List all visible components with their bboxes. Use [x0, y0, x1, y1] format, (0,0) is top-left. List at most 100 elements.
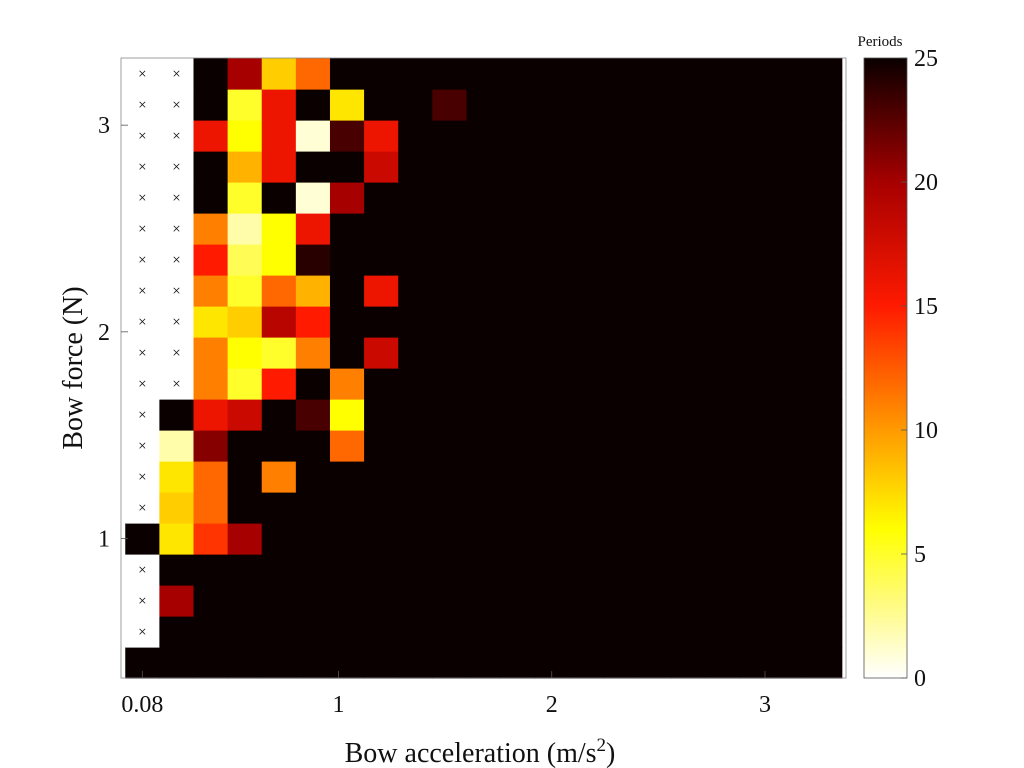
heatmap-cell: [500, 368, 536, 400]
no-data-marker: ×: [172, 222, 180, 238]
heatmap-cell: [637, 58, 672, 90]
heatmap-cell: [773, 244, 809, 276]
no-data-marker: ×: [172, 67, 180, 83]
heatmap-cell: [739, 368, 775, 400]
heatmap-cell: [329, 151, 365, 183]
heatmap-cell-empty: [125, 399, 160, 431]
heatmap-cell: [739, 213, 775, 245]
heatmap-cell: [364, 89, 399, 121]
heatmap-cell: [432, 213, 468, 245]
heatmap-cell: [637, 461, 672, 493]
heatmap-cell: [193, 337, 229, 369]
heatmap-cell: [739, 120, 775, 152]
heatmap-cell: [637, 492, 672, 524]
heatmap-cell: [807, 89, 843, 121]
heatmap-cell: [329, 554, 365, 586]
heatmap-cell: [261, 244, 297, 276]
heatmap-cell: [466, 306, 502, 338]
heatmap-cell: [637, 647, 672, 679]
heatmap-cell: [398, 337, 433, 369]
heatmap-cell: [602, 430, 638, 462]
heatmap-cell: [671, 275, 706, 307]
heatmap-cell: [602, 616, 638, 648]
heatmap-cell: [398, 89, 433, 121]
heatmap-cell: [295, 58, 331, 90]
heatmap-cell: [261, 89, 297, 121]
x-tick-label: 2: [546, 692, 558, 718]
heatmap-cell: [671, 461, 706, 493]
heatmap-cell: [295, 151, 331, 183]
plot-area: × × × × × × × × × × × × × × × × × × × × × × × × × × × × ×: [120, 57, 847, 679]
heatmap-cell: [500, 399, 536, 431]
heatmap-cell: [705, 399, 740, 431]
heatmap-cell: [534, 182, 570, 214]
heatmap-cell: [671, 58, 706, 90]
heatmap-cell: [568, 647, 604, 679]
heatmap-cell: [671, 306, 706, 338]
colorbar-tick-label: 10: [914, 418, 938, 444]
heatmap-cell: [568, 585, 604, 617]
heatmap-cell: [261, 275, 297, 307]
heatmap-cell: [295, 616, 331, 648]
heatmap-cell: [739, 585, 775, 617]
heatmap-cell: [534, 244, 570, 276]
heatmap-cell: [739, 244, 775, 276]
heatmap-cell: [295, 244, 331, 276]
heatmap-cell: [466, 58, 502, 90]
heatmap-cell: [773, 151, 809, 183]
heatmap-cell-empty: [159, 275, 195, 307]
heatmap-cell: [534, 89, 570, 121]
heatmap-cell: [227, 492, 263, 524]
heatmap-cell: [773, 337, 809, 369]
heatmap-cell: [364, 368, 399, 400]
heatmap-cell: [739, 523, 775, 555]
heatmap-cell: [637, 213, 672, 245]
heatmap-cell: [705, 58, 740, 90]
heatmap-cell: [739, 647, 775, 679]
heatmap-cell: [705, 89, 740, 121]
colorbar-tick-label: 20: [914, 170, 938, 196]
heatmap-cell: [159, 585, 195, 617]
heatmap-cell: [534, 461, 570, 493]
heatmap-cell: [568, 368, 604, 400]
heatmap-cell: [398, 430, 433, 462]
heatmap-cell: [602, 58, 638, 90]
heatmap-cell: [398, 120, 433, 152]
heatmap-cell: [773, 616, 809, 648]
heatmap-cell: [568, 461, 604, 493]
heatmap-cell: [602, 399, 638, 431]
heatmap-cell: [500, 430, 536, 462]
heatmap-cell: [261, 213, 297, 245]
heatmap-cell: [193, 616, 229, 648]
heatmap-cell: [364, 244, 399, 276]
heatmap-cell: [432, 647, 468, 679]
heatmap-cell: [329, 616, 365, 648]
heatmap-cell: [705, 244, 740, 276]
heatmap-cell-empty: [125, 58, 160, 90]
heatmap-cell: [329, 647, 365, 679]
y-axis-label: Bow force (N): [58, 286, 89, 449]
no-data-marker: ×: [138, 222, 146, 238]
heatmap-cell: [568, 399, 604, 431]
heatmap-cell: [227, 585, 263, 617]
heatmap-cell: [227, 213, 263, 245]
heatmap-cell: [193, 461, 229, 493]
heatmap-cell: [671, 337, 706, 369]
heatmap-cell: [739, 461, 775, 493]
heatmap-cell: [329, 244, 365, 276]
heatmap-cell-empty: [159, 213, 195, 245]
heatmap-cell: [261, 337, 297, 369]
x-axis-ticks: 0.08 1 2 3: [121, 671, 771, 718]
heatmap-cell: [466, 275, 502, 307]
heatmap-cell: [466, 399, 502, 431]
heatmap-cell: [500, 89, 536, 121]
heatmap-cell: [466, 492, 502, 524]
heatmap-cell: [602, 585, 638, 617]
heatmap-cell: [705, 647, 740, 679]
heatmap-cell: [671, 585, 706, 617]
heatmap-cell: [568, 430, 604, 462]
heatmap-cell: [329, 275, 365, 307]
heatmap-cell: [568, 554, 604, 586]
no-data-marker: ×: [172, 253, 180, 269]
no-data-marker: ×: [138, 191, 146, 207]
